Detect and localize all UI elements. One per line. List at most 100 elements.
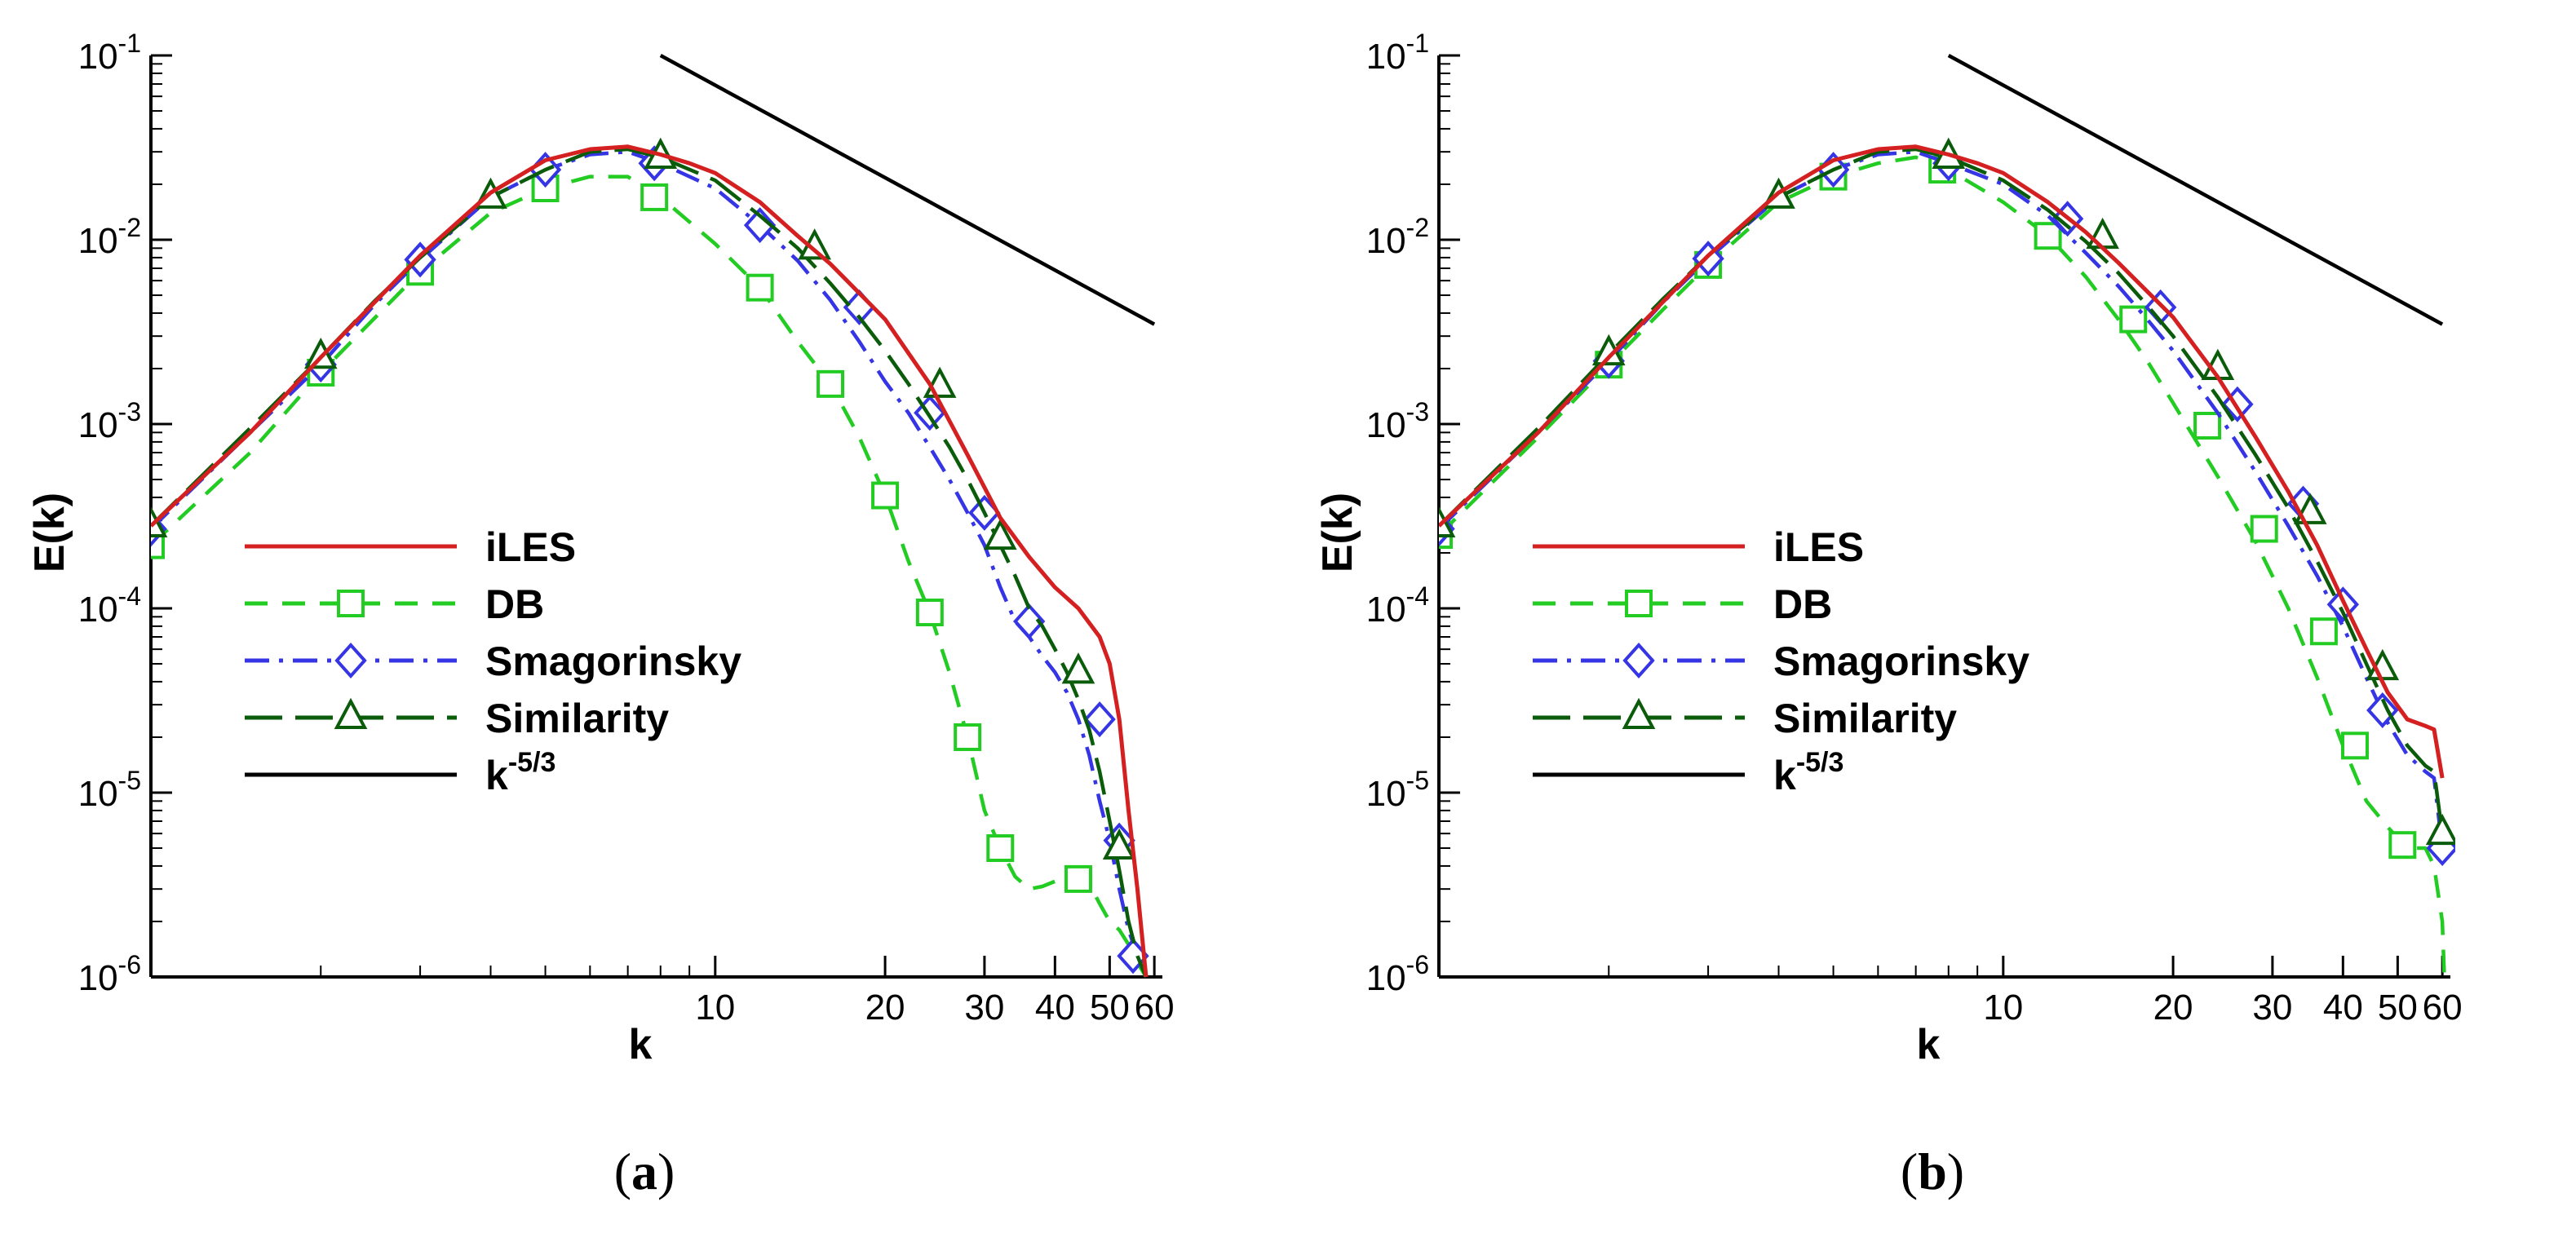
- series-db: [151, 175, 1148, 979]
- legend-entry-k-power-law: k-5/3: [1533, 747, 1843, 798]
- series-line-k-power-law: [659, 54, 1156, 326]
- marker-similarity: [2086, 217, 2119, 250]
- panel-caption: (a): [614, 1142, 675, 1200]
- legend-label-db: DB: [1773, 581, 1832, 627]
- plot-area: [1439, 54, 2455, 978]
- legend-entry-smagorinsky: Smagorinsky: [245, 639, 741, 684]
- x-tick-label: 10: [695, 988, 735, 1028]
- y-tick-exponent: -1: [1406, 29, 1429, 58]
- y-tick-label: 10-5: [78, 766, 141, 814]
- marker-db: [2309, 617, 2338, 646]
- y-tick-base: 10: [78, 590, 118, 630]
- series-line-iles: [151, 144, 1149, 978]
- x-tick-label: 30: [964, 988, 1004, 1028]
- x-tick-label: 50: [2378, 988, 2418, 1028]
- y-tick-exponent: -4: [1406, 581, 1429, 611]
- chart-panel-b: 10-6 10-5 10-4 10-3 10-2 10-1 10 20 30 40 50 60 k E(k…: [1288, 0, 2576, 1233]
- legend-entry-similarity: Similarity: [245, 696, 669, 741]
- x-tick-label: 40: [2323, 988, 2363, 1028]
- legend-label-similarity: Similarity: [1773, 696, 1957, 741]
- legend-entry-iles: iLES: [245, 524, 576, 570]
- legend-label-smagorinsky: Smagorinsky: [485, 639, 741, 684]
- x-tick-label: 30: [2252, 988, 2292, 1028]
- series-similarity: [151, 137, 1149, 978]
- y-tick-exponent: -1: [118, 29, 141, 58]
- marker-db: [2250, 515, 2278, 543]
- y-tick-exponent: -6: [118, 950, 141, 979]
- y-tick-exponent: -2: [1406, 213, 1429, 242]
- x-tick-label: 60: [2423, 988, 2463, 1028]
- caption-letter: a: [631, 1142, 657, 1200]
- caption-open: (: [614, 1142, 631, 1200]
- chart-b-svg: 10-610-510-410-310-210-110 20 30 40 50 60kE(k…: [1314, 29, 2463, 1200]
- y-tick-exponent: -3: [118, 397, 141, 426]
- marker-db: [1064, 864, 1092, 893]
- series-line-k-power-law: [1947, 54, 2444, 326]
- legend-label-exponent: -5/3: [1796, 747, 1844, 778]
- y-tick-exponent: -2: [118, 213, 141, 242]
- x-axis-title: k: [629, 1021, 653, 1068]
- y-tick-label: 10-3: [78, 397, 141, 445]
- series-line-iles: [1439, 144, 2445, 779]
- x-tick-label: 40: [1035, 988, 1075, 1028]
- legend-entry-iles: iLES: [1533, 524, 1864, 570]
- series-line-db: [1439, 155, 2446, 978]
- y-tick-base: 10: [1366, 958, 1406, 998]
- panel-caption: (b): [1901, 1142, 1964, 1200]
- y-tick-exponent: -3: [1406, 397, 1429, 426]
- series-line-similarity: [151, 147, 1149, 978]
- marker-similarity: [2425, 813, 2455, 846]
- legend-label-k-power-law: k-5/3: [485, 747, 555, 798]
- marker-db: [986, 834, 1015, 863]
- marker-db: [2388, 831, 2417, 860]
- marker-similarity: [1102, 828, 1136, 860]
- marker-smagorinsky: [2366, 692, 2399, 728]
- legend-label-similarity: Similarity: [485, 696, 669, 741]
- legend-label-base: k: [485, 753, 508, 798]
- marker-db: [915, 599, 944, 627]
- marker-smagorinsky: [1012, 603, 1046, 639]
- y-tick-exponent: -5: [118, 766, 141, 795]
- marker-similarity: [798, 228, 831, 260]
- y-tick-label: 10-4: [78, 581, 141, 630]
- marker-similarity: [303, 337, 338, 369]
- legend-label-iles: iLES: [1773, 524, 1864, 570]
- y-tick-exponent: -4: [118, 581, 141, 611]
- marker-smagorinsky: [1083, 701, 1116, 738]
- y-tick-exponent: -5: [1406, 766, 1429, 795]
- legend-marker-db: [1625, 590, 1653, 617]
- y-tick-exponent: -6: [1406, 950, 1429, 979]
- y-tick-base: 10: [78, 37, 118, 77]
- y-tick-label: 10-2: [1366, 213, 1429, 261]
- y-tick-base: 10: [78, 405, 118, 445]
- marker-db: [640, 183, 669, 211]
- series-db: [1439, 155, 2446, 978]
- legend-marker-smagorinsky: [334, 643, 367, 678]
- series-iles: [1439, 144, 2445, 779]
- marker-db: [2034, 222, 2062, 250]
- legend-entry-similarity: Similarity: [1533, 696, 1957, 741]
- legend-label-base: k: [1773, 753, 1796, 798]
- x-tick-label: 60: [1135, 988, 1175, 1028]
- marker-db: [746, 273, 774, 302]
- y-tick-base: 10: [1366, 37, 1406, 77]
- y-tick-label: 10-6: [1366, 950, 1429, 998]
- y-tick-base: 10: [1366, 590, 1406, 630]
- legend-label-smagorinsky: Smagorinsky: [1773, 639, 2029, 684]
- legend-label-exponent: -5/3: [508, 747, 556, 778]
- legend-label-k-power-law: k-5/3: [1773, 747, 1843, 798]
- series-k-power-law: [659, 54, 1156, 326]
- y-tick-label: 10-1: [78, 29, 141, 77]
- y-tick-label: 10-4: [1366, 581, 1429, 630]
- x-axis-title: k: [1917, 1021, 1941, 1068]
- marker-smagorinsky: [743, 207, 777, 244]
- axes: 10-610-510-410-310-210-110 20 30 40 50 60: [78, 29, 1175, 1028]
- caption-close: ): [1947, 1142, 1964, 1200]
- marker-db: [817, 369, 845, 398]
- y-axis-title: E(k): [26, 493, 73, 572]
- legend-marker-similarity: [1622, 697, 1656, 729]
- y-tick-base: 10: [1366, 221, 1406, 261]
- legend-marker-similarity: [334, 697, 368, 729]
- marker-similarity: [151, 506, 168, 537]
- chart-panel-a: 10-6 10-5 10-4 10-3 10-2 10-1 10 20 30 40 50 60 k E(k…: [26, 29, 1175, 1200]
